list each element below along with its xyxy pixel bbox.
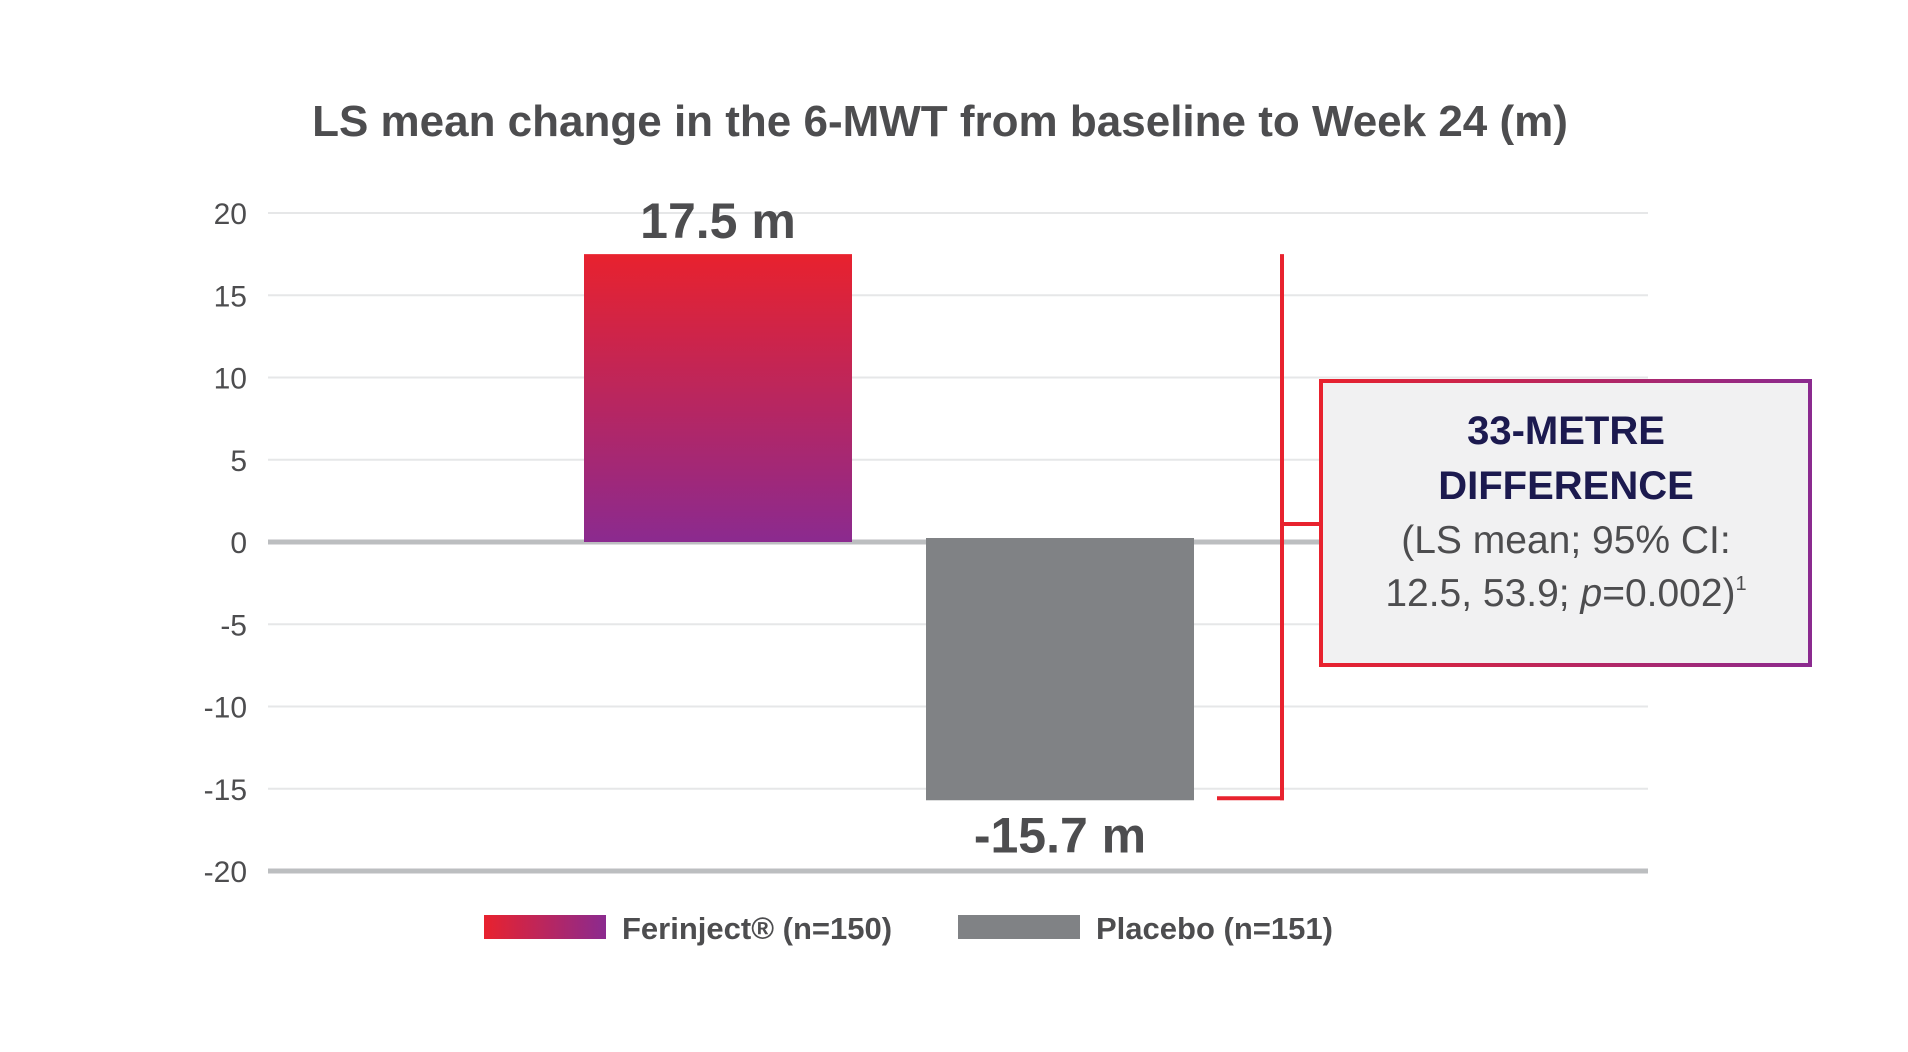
callout-heading-line1: 33-METRE	[1467, 409, 1665, 453]
y-tick-label: 5	[230, 445, 247, 478]
callout-p-value: =0.002)	[1602, 572, 1735, 615]
y-tick-label: -20	[204, 856, 247, 889]
bar-placebo	[926, 538, 1194, 801]
legend: Ferinject® (n=150) Placebo (n=151)	[484, 911, 1333, 946]
difference-bracket	[873, 254, 1323, 801]
legend-swatch-ferinject	[484, 915, 606, 939]
y-tick-label: -10	[204, 692, 247, 725]
bars	[584, 254, 1194, 801]
data-label-placebo: -15.7 m	[974, 807, 1146, 863]
y-tick-label: 0	[230, 527, 247, 560]
legend-swatch-placebo	[958, 915, 1080, 939]
callout-heading-line2: DIFFERENCE	[1438, 464, 1694, 508]
y-tick-label: 15	[214, 280, 247, 313]
bar-ferinject	[584, 254, 852, 542]
legend-label-ferinject: Ferinject® (n=150)	[622, 911, 892, 946]
data-label-ferinject: 17.5 m	[640, 193, 796, 249]
y-tick-label: -5	[220, 609, 247, 642]
callout-ci-values: 12.5, 53.9;	[1385, 572, 1580, 615]
y-tick-label: -15	[204, 774, 247, 807]
y-axis-ticks: 20 15 10 5 0 -5 -10 -15 -20	[204, 198, 247, 889]
legend-label-placebo: Placebo (n=151)	[1096, 911, 1333, 946]
callout-box	[1319, 379, 1812, 667]
data-labels: 17.5 m -15.7 m	[640, 193, 1146, 863]
chart-title: LS mean change in the 6-MWT from baselin…	[312, 97, 1568, 146]
callout-body-line1: (LS mean; 95% CI:	[1401, 519, 1730, 562]
callout-footnote-ref: 1	[1736, 573, 1747, 595]
difference-callout: 33-METRE DIFFERENCE (LS mean; 95% CI: 12…	[1319, 379, 1812, 667]
y-tick-label: 10	[214, 363, 247, 396]
callout-body-line2: 12.5, 53.9; p=0.002)1	[1385, 572, 1746, 615]
y-tick-label: 20	[214, 198, 247, 231]
callout-p-symbol: p	[1579, 572, 1602, 615]
